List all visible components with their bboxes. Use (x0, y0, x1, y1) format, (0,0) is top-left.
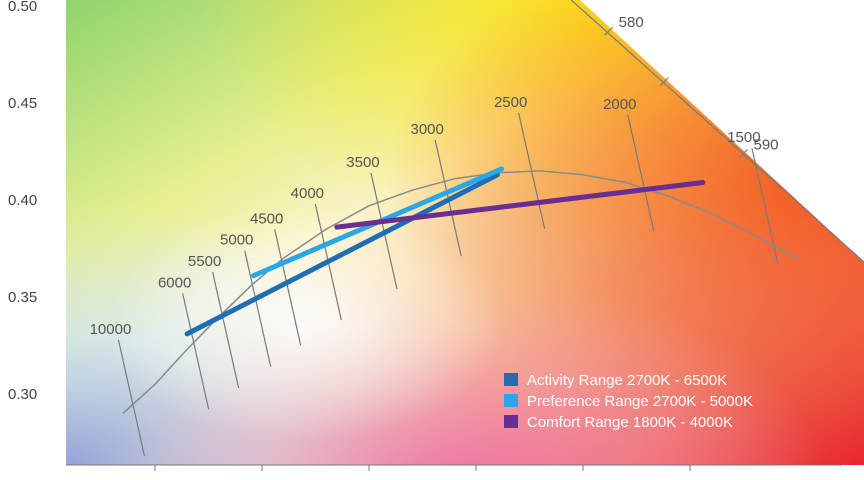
range-line (334, 180, 706, 230)
spectral-locus-edge (570, 0, 864, 263)
isotherm-label: 4000 (291, 185, 324, 202)
isotherm-label: 3500 (346, 154, 379, 171)
spectral-tick-label: 580 (619, 14, 644, 31)
x-axis-ticks (154, 465, 691, 471)
isotherm-line (212, 271, 240, 389)
legend: Activity Range 2700K - 6500K Preference … (504, 372, 753, 431)
isotherm-label: 3000 (410, 121, 443, 138)
range-line (184, 172, 500, 337)
isotherm-line (751, 147, 779, 264)
y-tick-label: 0.45 (8, 95, 37, 112)
y-tick-label: 0.35 (8, 289, 37, 306)
isotherm-label: 5000 (220, 232, 253, 249)
isotherm-line (117, 339, 146, 457)
legend-swatch-comfort (504, 415, 518, 428)
y-tick-label: 0.40 (8, 192, 37, 209)
isotherm-line (274, 229, 302, 346)
spectral-tick (604, 26, 614, 36)
isotherm-line (182, 293, 210, 410)
legend-label-comfort: Comfort Range 1800K - 4000K (527, 414, 733, 431)
spectral-wavelength-ticks: 580 590 (604, 14, 779, 158)
legend-label-activity: Activity Range 2700K - 6500K (527, 372, 727, 389)
legend-label-preference: Preference Range 2700K - 5000K (527, 393, 753, 410)
spectral-tick-label: 590 (754, 136, 779, 153)
y-tick-label: 0.50 (8, 0, 37, 15)
isotherm-label: 2000 (603, 96, 636, 113)
legend-swatch-preference (504, 394, 518, 407)
y-axis: 0.30 0.35 0.40 0.45 0.50 (8, 0, 37, 403)
y-tick-label: 0.30 (8, 386, 37, 403)
spectral-tick (739, 149, 748, 158)
isotherm-label: 5500 (188, 253, 221, 270)
isotherm-line (244, 250, 272, 367)
range-lines (184, 166, 706, 337)
isotherm-label: 10000 (90, 321, 132, 338)
isotherm-lines: 10000 6000 5500 5000 4500 4000 3500 3000 2500 200… (90, 94, 779, 457)
isotherm-label: 1500 (727, 129, 760, 146)
isotherm-line (627, 114, 655, 231)
isotherm-label: 2500 (494, 94, 527, 111)
isotherm-label: 4500 (250, 210, 283, 227)
legend-swatch-activity (504, 373, 518, 386)
spectral-tick (659, 77, 669, 87)
isotherm-label: 6000 (158, 274, 191, 291)
